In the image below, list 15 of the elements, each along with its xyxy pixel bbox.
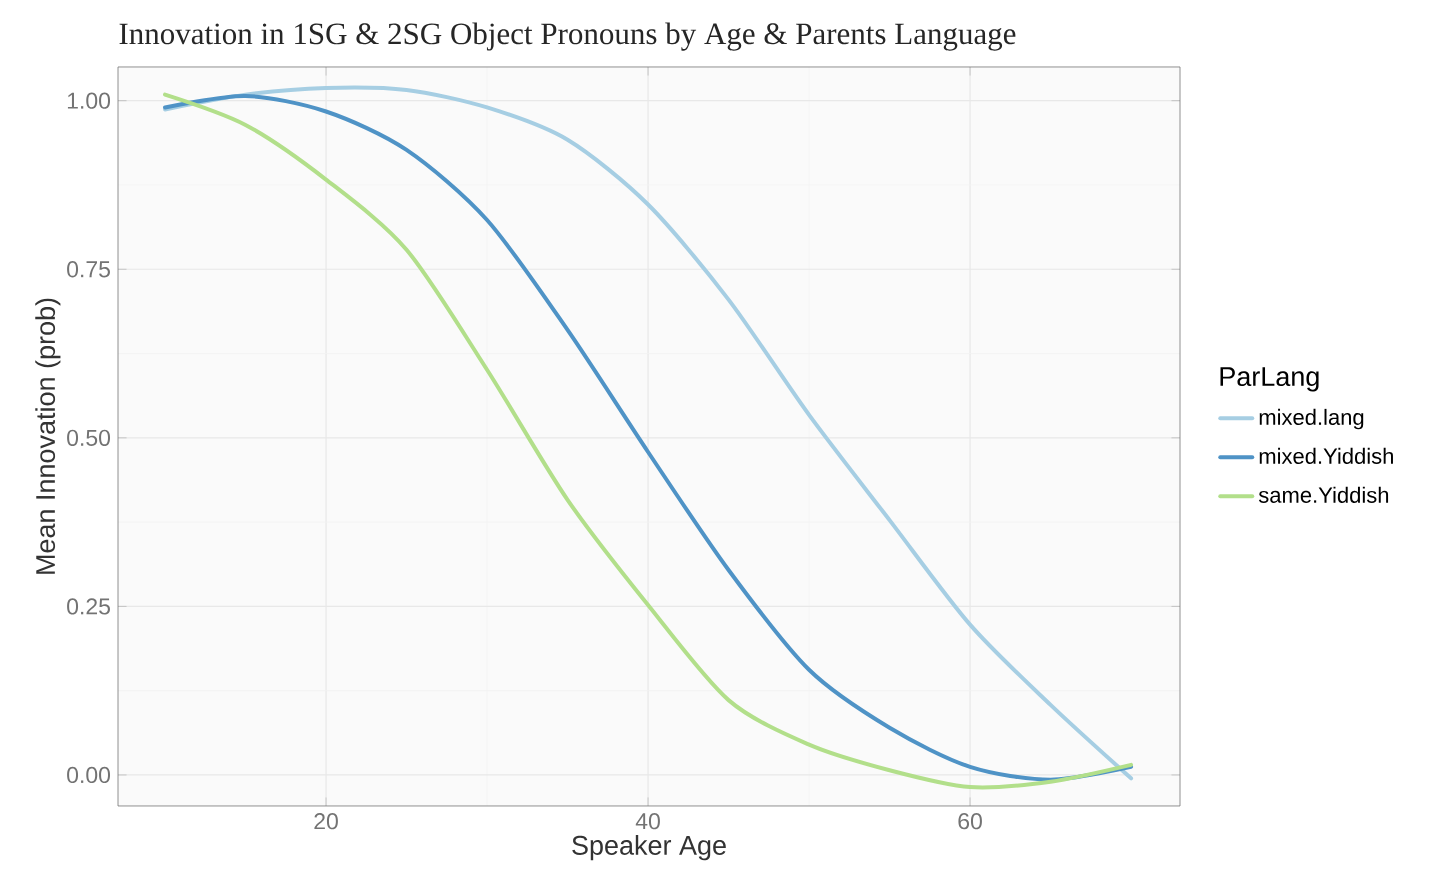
x-tick-label: 60 (958, 813, 982, 830)
y-tick-label: 0.75 (67, 261, 110, 278)
y-axis-title: Mean Innovation (prob) (35, 298, 61, 574)
legend-label: mixed.Yiddish (1259, 447, 1393, 464)
x-tick-label: 20 (314, 813, 338, 830)
y-tick-label: 1.00 (67, 92, 111, 109)
legend-title: ParLang (1220, 367, 1319, 392)
legend-label: mixed.lang (1259, 408, 1364, 430)
y-tick-label: 0.00 (67, 766, 111, 784)
y-tick-label: 0.50 (67, 429, 111, 446)
x-axis-title: Speaker Age (572, 835, 726, 861)
chart-title: Innovation in 1SG & 2SG Object Pronouns by Age & Parents Language (119, 22, 1016, 51)
y-tick-label: 0.25 (67, 598, 110, 615)
x-tick-label: 40 (635, 813, 660, 830)
legend-label: same.Yiddish (1258, 486, 1389, 503)
